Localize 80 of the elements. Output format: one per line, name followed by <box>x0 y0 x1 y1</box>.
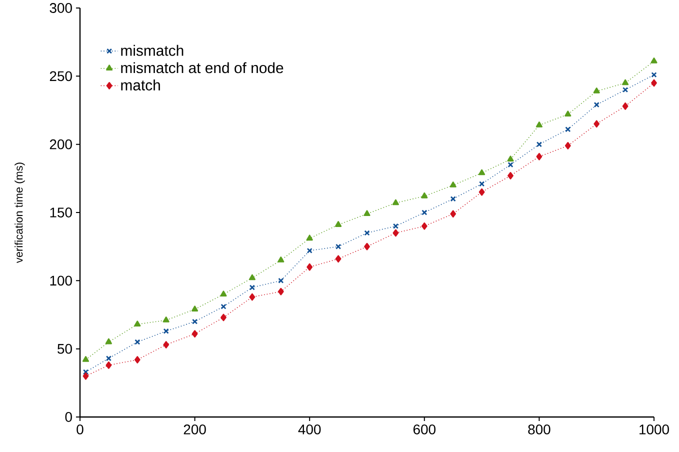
point <box>508 172 514 180</box>
point <box>134 320 141 326</box>
point <box>478 188 485 196</box>
point <box>622 86 628 93</box>
x-tick-label: 200 <box>184 424 206 434</box>
point <box>335 244 342 250</box>
point <box>565 126 571 132</box>
y-tick-label: 250 <box>50 71 72 82</box>
point <box>536 142 542 148</box>
point <box>392 223 399 229</box>
point <box>594 120 600 128</box>
y-tick-label: 0 <box>65 412 72 422</box>
legend-label: mismatch at end of node <box>121 62 284 74</box>
point <box>335 255 342 263</box>
y-tick-label: 300 <box>50 3 72 13</box>
point <box>106 356 112 362</box>
point <box>507 156 514 162</box>
point <box>593 87 600 94</box>
point <box>651 79 657 87</box>
point <box>163 328 169 334</box>
point <box>278 288 284 296</box>
point <box>392 229 399 237</box>
point <box>650 57 658 64</box>
y-axis-title: verification time (ms) <box>14 162 25 264</box>
point <box>622 102 628 110</box>
point <box>134 339 140 345</box>
point <box>651 72 657 78</box>
point <box>364 242 370 250</box>
point <box>162 316 170 322</box>
point <box>594 102 600 108</box>
point <box>82 369 89 375</box>
point <box>450 196 456 202</box>
y-tick-label: 200 <box>50 139 72 150</box>
point <box>335 221 342 227</box>
point <box>249 293 256 301</box>
point <box>106 362 112 369</box>
x-tick-label: 400 <box>298 424 321 434</box>
point <box>192 306 198 312</box>
point <box>564 142 571 150</box>
point <box>478 181 485 187</box>
y-tick-label: 50 <box>58 344 72 354</box>
point <box>421 222 428 230</box>
point <box>450 210 456 218</box>
point <box>192 318 198 324</box>
point <box>105 338 112 344</box>
x-tick-label: 800 <box>528 424 550 434</box>
point <box>450 182 456 188</box>
point <box>134 356 140 364</box>
point <box>220 290 227 296</box>
point <box>306 234 313 241</box>
x-tick-label: 600 <box>413 424 436 434</box>
x-tick-label: 0 <box>76 424 84 434</box>
point <box>306 248 312 254</box>
point <box>220 314 226 322</box>
point <box>278 256 284 262</box>
point <box>306 263 313 271</box>
point <box>536 152 542 160</box>
point <box>508 162 514 168</box>
point <box>622 79 629 86</box>
point <box>82 356 90 362</box>
point <box>278 278 284 284</box>
point <box>364 230 370 236</box>
point <box>564 110 572 117</box>
point <box>392 199 399 206</box>
point <box>421 192 428 198</box>
point <box>163 341 170 348</box>
point <box>248 274 256 280</box>
point <box>478 169 486 176</box>
x-tick-label: 1000 <box>640 424 669 434</box>
point <box>364 210 370 216</box>
y-tick-label: 150 <box>50 208 72 218</box>
point <box>220 304 226 310</box>
y-tick-label: 100 <box>50 276 72 286</box>
point <box>82 372 89 380</box>
point <box>192 330 198 338</box>
legend-label: mismatch <box>121 44 184 56</box>
point <box>422 210 428 216</box>
legend-label: match <box>121 80 160 90</box>
point <box>249 284 256 290</box>
point <box>536 122 542 128</box>
